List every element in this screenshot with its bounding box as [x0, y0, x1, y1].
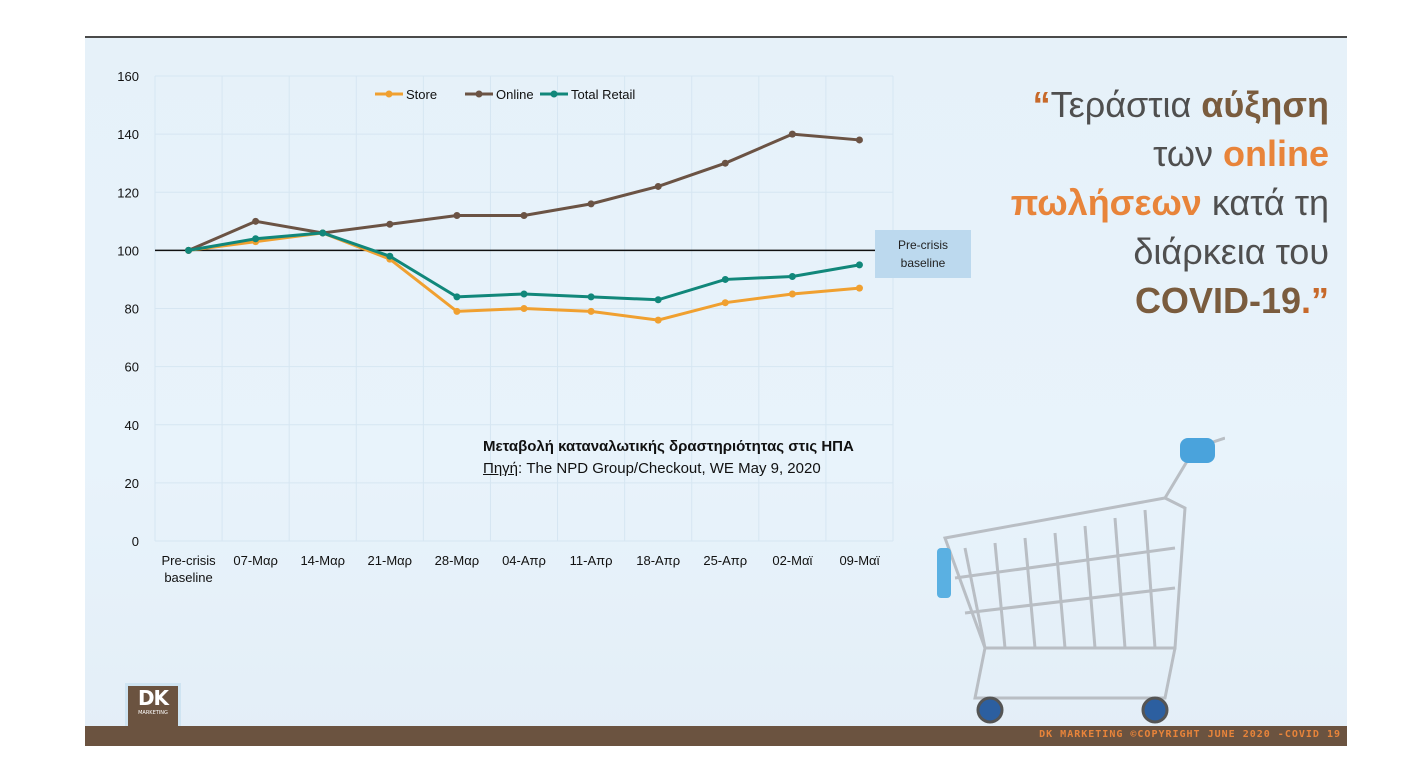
baseline-callout-line1: Pre-crisis — [898, 238, 948, 252]
quote-text-2: των — [1153, 133, 1223, 174]
x-tick-label: 21-Μαρ — [368, 553, 413, 568]
data-point-online — [252, 217, 260, 225]
data-point-store — [453, 307, 461, 315]
x-tick-label: 18-Απρ — [636, 553, 680, 568]
x-tick-label: 14-Μαρ — [300, 553, 345, 568]
cart-wheel — [976, 696, 1004, 724]
baseline-callout: Pre-crisis baseline — [875, 230, 971, 278]
quote-bold-1: αύξηση — [1201, 84, 1329, 125]
x-tick-label: 25-Απρ — [703, 553, 747, 568]
data-point-online — [386, 220, 394, 228]
x-tick-label: Pre-crisis baseline — [161, 553, 216, 585]
quote-bold-2: online — [1223, 133, 1329, 174]
headline-quote: “Τεράστια αύξηση των online πωλήσεων κατ… — [949, 80, 1329, 325]
caption-title: Μεταβολή καταναλωτικής δραστηριότητας στ… — [483, 438, 854, 455]
data-point-total-retail — [520, 290, 528, 298]
slide: 0 20 40 60 80 100 120 140 160 Pre-crisis baseline 0… — [85, 36, 1347, 746]
x-tick-label: 07-Μαρ — [233, 553, 278, 568]
legend-label: Store — [406, 87, 437, 102]
data-point-total-retail — [386, 252, 394, 260]
quote-line-4: διάρκεια του — [949, 227, 1329, 276]
y-tick-label: 0 — [132, 534, 139, 549]
cart-handle — [1180, 438, 1215, 463]
baseline-callout-line2: baseline — [900, 256, 946, 270]
data-point-total-retail — [252, 235, 260, 243]
source-text: : The NPD Group/Checkout, WE May 9, 2020 — [518, 460, 821, 477]
quote-bold-3: πωλήσεων — [1010, 182, 1202, 223]
data-point-total-retail — [721, 275, 729, 283]
quote-bold-4: COVID-19 — [1134, 280, 1301, 321]
caption-source: Πηγή: The NPD Group/Checkout, WE May 9, … — [483, 458, 854, 480]
data-point-store — [788, 290, 796, 298]
data-point-online — [520, 212, 528, 219]
footer-copyright: DK MARKETING ©COPYRIGHT JUNE 2020 -COVID… — [1039, 729, 1341, 740]
data-point-total-retail — [185, 246, 193, 254]
data-point-online — [721, 159, 729, 167]
data-point-store — [520, 305, 528, 312]
legend-marker — [475, 90, 483, 98]
data-point-total-retail — [855, 261, 863, 269]
data-point-store — [587, 307, 595, 315]
x-tick-label: 02-Μαϊ — [772, 553, 813, 568]
data-point-online — [788, 130, 796, 138]
data-point-online — [453, 212, 461, 219]
data-point-online — [587, 200, 595, 208]
legend-label: Online — [496, 87, 534, 102]
quote-line-2: των online — [949, 129, 1329, 178]
quote-line-5: COVID-19.” — [949, 276, 1329, 325]
y-tick-label: 160 — [117, 69, 139, 84]
logo-mark: DK — [137, 686, 169, 710]
source-label: Πηγή — [483, 460, 519, 477]
x-tick-label: 28-Μαρ — [435, 553, 480, 568]
x-tick-label: 04-Απρ — [502, 553, 546, 568]
y-tick-label: 80 — [125, 302, 139, 317]
legend-label: Total Retail — [571, 87, 635, 102]
logo-subtext: MARKETING — [138, 710, 168, 716]
cart-wheel — [1141, 696, 1169, 724]
quote-text-3: κατά τη — [1201, 182, 1329, 223]
data-point-total-retail — [788, 273, 796, 281]
quote-text-4: διάρκεια του — [1133, 231, 1329, 272]
data-point-total-retail — [654, 296, 662, 304]
cart-bumper — [937, 548, 951, 598]
data-point-store — [721, 299, 729, 307]
shopping-cart-image — [937, 436, 1225, 724]
data-point-total-retail — [453, 293, 461, 301]
data-point-total-retail — [587, 293, 595, 301]
legend-marker — [550, 90, 558, 98]
line-chart: 0 20 40 60 80 100 120 140 160 Pre-crisis baseline 0… — [117, 69, 894, 585]
quote-close-mark: .” — [1300, 280, 1329, 321]
y-tick-label: 120 — [117, 185, 139, 200]
quote-line-3: πωλήσεων κατά τη — [949, 178, 1329, 227]
data-point-online — [654, 182, 662, 190]
y-tick-label: 60 — [125, 360, 139, 375]
x-tick-label: 11-Απρ — [570, 553, 613, 568]
data-point-store — [654, 316, 662, 324]
y-tick-label: 20 — [125, 476, 139, 491]
data-point-online — [855, 136, 863, 144]
footer-bar: DK MARKETING ©COPYRIGHT JUNE 2020 -COVID… — [85, 726, 1347, 746]
y-tick-label: 40 — [125, 418, 139, 433]
data-point-total-retail — [319, 229, 327, 237]
quote-open-mark: “ — [1032, 84, 1051, 125]
y-tick-label: 100 — [117, 243, 139, 258]
chart-caption: Μεταβολή καταναλωτικής δραστηριότητας στ… — [483, 436, 854, 480]
quote-line-1: “Τεράστια αύξηση — [949, 80, 1329, 129]
data-point-store — [855, 284, 863, 292]
legend-marker — [385, 90, 393, 98]
x-tick-label: 09-Μαϊ — [839, 553, 880, 568]
y-tick-label: 140 — [117, 127, 139, 142]
quote-text-1: Τεράστια — [1050, 84, 1202, 125]
company-logo: DK MARKETING — [125, 683, 181, 733]
